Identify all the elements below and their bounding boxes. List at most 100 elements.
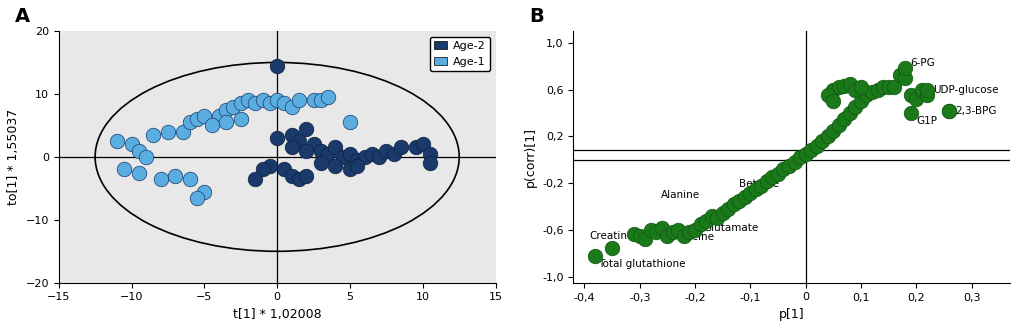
Point	[808, 143, 824, 148]
Point	[587, 253, 603, 258]
Text: UDP-glucose: UDP-glucose	[932, 85, 998, 94]
Point	[918, 87, 934, 92]
Point	[896, 66, 912, 71]
Point	[941, 108, 957, 113]
Text: A: A	[15, 7, 31, 26]
Point	[189, 195, 205, 200]
Point	[902, 110, 918, 115]
Point	[669, 227, 686, 233]
Point	[847, 87, 863, 92]
Point	[836, 83, 852, 89]
Point	[758, 178, 774, 184]
Point	[298, 173, 314, 178]
Text: Betaine: Betaine	[739, 179, 779, 189]
Point	[857, 93, 873, 98]
Point	[769, 171, 786, 176]
Point	[813, 138, 829, 144]
Point	[664, 230, 681, 235]
Point	[290, 98, 307, 103]
Point	[283, 104, 300, 109]
Point	[697, 218, 713, 223]
Text: Alanine: Alanine	[660, 190, 700, 200]
Point	[841, 81, 857, 86]
Point	[791, 155, 807, 160]
Point	[658, 233, 675, 238]
Point	[254, 98, 270, 103]
Point	[181, 120, 198, 125]
Point	[196, 189, 212, 194]
Point	[327, 164, 343, 169]
Text: 2,3-BPG: 2,3-BPG	[954, 106, 996, 116]
Point	[653, 225, 669, 230]
Y-axis label: to[1] * 1,55037: to[1] * 1,55037	[7, 109, 20, 205]
Point	[913, 87, 929, 92]
Point	[941, 108, 957, 113]
Point	[130, 170, 147, 175]
Point	[774, 167, 791, 172]
Point	[218, 120, 234, 125]
Point	[254, 167, 270, 172]
Point	[348, 164, 365, 169]
Point	[371, 154, 387, 159]
Point	[211, 113, 227, 119]
Point	[747, 186, 763, 192]
Point	[725, 202, 741, 207]
Point	[415, 142, 431, 147]
Point	[731, 198, 747, 203]
Point	[247, 101, 263, 106]
Point	[313, 148, 329, 153]
Point	[852, 99, 868, 104]
Point	[364, 151, 380, 156]
Point	[829, 122, 846, 127]
Point	[123, 142, 140, 147]
Point	[603, 245, 620, 250]
Point	[852, 85, 868, 90]
Point	[631, 233, 647, 238]
Point	[874, 85, 891, 90]
Point	[276, 101, 292, 106]
Point	[189, 116, 205, 122]
Point	[786, 159, 802, 165]
Text: 6-PG: 6-PG	[910, 58, 934, 69]
X-axis label: t[1] * 1,02008: t[1] * 1,02008	[232, 308, 321, 321]
Point	[824, 87, 841, 92]
Point	[818, 134, 835, 139]
Point	[320, 94, 336, 100]
Point	[829, 85, 846, 90]
Point	[181, 176, 198, 181]
Point	[225, 104, 242, 109]
Point	[232, 101, 249, 106]
Point	[247, 176, 263, 181]
Point	[841, 110, 857, 115]
Point	[262, 164, 278, 169]
Point	[742, 190, 758, 195]
Point	[145, 132, 161, 137]
Point	[305, 142, 321, 147]
Point	[681, 230, 697, 235]
Point	[283, 132, 300, 137]
Point	[283, 145, 300, 150]
Point	[313, 161, 329, 166]
Point	[313, 98, 329, 103]
Point	[847, 105, 863, 110]
Text: G1P: G1P	[915, 116, 936, 126]
Y-axis label: p(corr)[1]: p(corr)[1]	[523, 127, 536, 187]
Point	[719, 206, 736, 212]
Point	[298, 148, 314, 153]
Point	[676, 233, 692, 238]
Point	[196, 113, 212, 119]
Point	[637, 237, 653, 242]
Point	[283, 173, 300, 178]
Point	[902, 93, 918, 98]
Point	[422, 151, 438, 156]
Point	[797, 151, 813, 156]
Point	[703, 214, 719, 219]
Point	[334, 154, 351, 159]
Point	[109, 138, 125, 144]
Point	[138, 154, 154, 159]
Point	[824, 128, 841, 133]
Point	[320, 151, 336, 156]
Point	[818, 93, 835, 98]
X-axis label: p[1]: p[1]	[779, 308, 804, 321]
Point	[781, 163, 797, 168]
